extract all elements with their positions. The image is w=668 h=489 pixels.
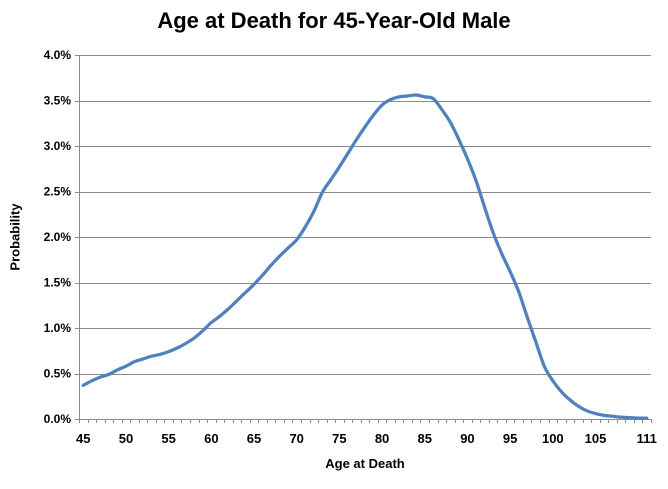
y-axis-title: Probability [7,203,23,271]
svg-text:45: 45 [76,431,90,446]
svg-text:1.5%: 1.5% [44,276,72,290]
svg-text:90: 90 [460,431,474,446]
axes [75,55,652,423]
svg-text:111: 111 [637,431,657,446]
svg-text:4.0%: 4.0% [44,48,72,62]
gridlines [79,55,651,375]
svg-text:95: 95 [503,431,517,446]
svg-text:85: 85 [418,431,432,446]
svg-text:1.0%: 1.0% [44,321,72,335]
y-tick-labels: 0.0% 0.5% 1.0% 1.5% 2.0% 2.5% 3.0% 3.5% 4.0% [44,48,72,426]
svg-text:2.0%: 2.0% [44,230,72,244]
svg-text:75: 75 [332,431,346,446]
svg-text:70: 70 [289,431,303,446]
svg-text:55: 55 [161,431,175,446]
probability-series-line [81,93,649,420]
svg-text:65: 65 [247,431,261,446]
x-axis-title: Age at Death [325,456,405,471]
svg-text:0.0%: 0.0% [44,412,72,426]
svg-text:105: 105 [585,431,607,446]
svg-text:100: 100 [542,431,564,446]
svg-text:3.5%: 3.5% [44,94,72,108]
chart-title: Age at Death for 45-Year-Old Male [157,8,511,33]
svg-text:0.5%: 0.5% [44,367,72,381]
svg-text:50: 50 [119,431,133,446]
svg-text:60: 60 [204,431,218,446]
x-tick-labels: 45 50 55 60 65 70 75 80 85 90 95 100 105 111 [76,431,657,446]
svg-text:2.5%: 2.5% [44,185,72,199]
svg-text:80: 80 [375,431,389,446]
svg-text:3.0%: 3.0% [44,139,72,153]
